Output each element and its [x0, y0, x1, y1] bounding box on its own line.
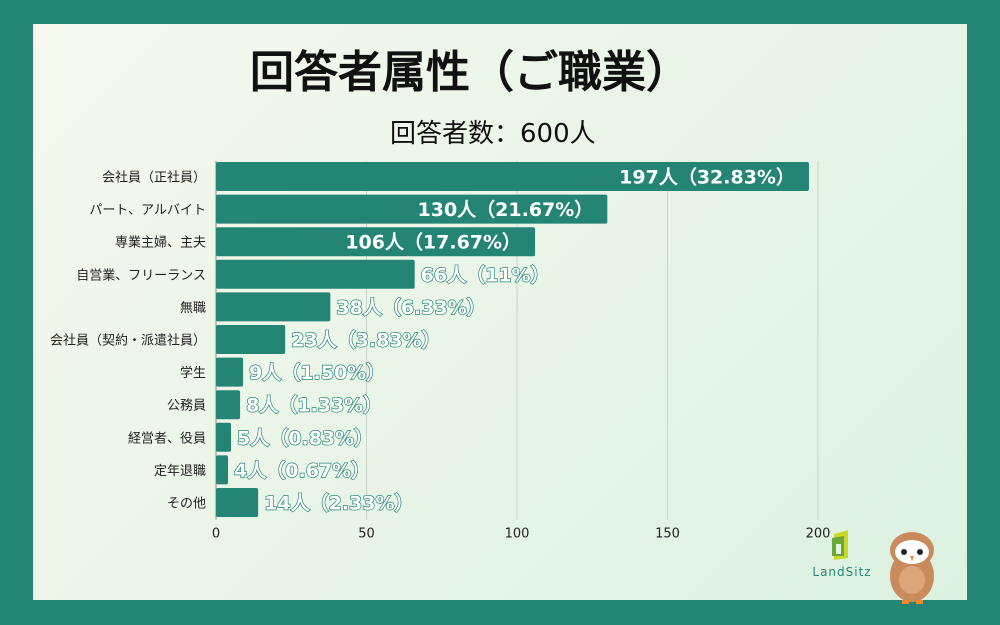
- data-label: 197人（32.83%）: [619, 166, 795, 189]
- data-label: 14人（2.33%）: [264, 492, 413, 515]
- category-label: 経営者、役員: [128, 431, 206, 446]
- bar: [216, 357, 244, 387]
- category-label: 会社員（正社員）: [102, 170, 206, 186]
- category-label: 無職: [180, 301, 206, 316]
- bar: [216, 162, 809, 191]
- chart-title: 回答者属性（ご職業）: [250, 47, 690, 98]
- logo-text: LandSitz: [812, 565, 872, 579]
- category-label: 会社員（契約・派遣社員）: [50, 333, 206, 349]
- house-logo-icon: [832, 530, 848, 560]
- category-label: 自営業、フリーランス: [76, 267, 206, 283]
- x-tick-label: 200: [806, 527, 831, 542]
- chart-subtitle: 回答者数：600人: [390, 119, 596, 149]
- data-label: 106人（17.67%）: [345, 231, 521, 254]
- x-tick-label: 150: [655, 527, 680, 542]
- data-label: 5人（0.83%）: [237, 426, 373, 449]
- bar: [216, 292, 331, 322]
- bar: [216, 194, 608, 224]
- x-tick-label: 100: [505, 527, 530, 542]
- chart-panel: [33, 24, 967, 600]
- bar: [216, 227, 536, 257]
- owl-mascot-icon: [890, 532, 934, 604]
- category-label: パート、アルバイト: [89, 203, 206, 218]
- data-label: 38人（6.33%）: [336, 296, 485, 319]
- category-label: 公務員: [167, 399, 206, 414]
- bar: [216, 488, 259, 517]
- category-label: 定年退職: [154, 464, 206, 479]
- data-label: 9人（1.50%）: [249, 361, 385, 384]
- bar: [216, 455, 229, 485]
- x-tick-label: 0: [212, 527, 220, 542]
- landsitz-logo: LandSitz: [812, 528, 872, 579]
- category-label: 学生: [180, 365, 206, 381]
- data-label: 23人（3.83%）: [291, 329, 440, 352]
- data-label: 66人（11%）: [421, 263, 550, 286]
- data-label: 130人（21.67%）: [418, 198, 594, 221]
- data-label: 8人（1.33%）: [246, 394, 382, 417]
- bar: [216, 259, 415, 289]
- category-label: その他: [167, 497, 206, 512]
- bar: [216, 422, 232, 452]
- category-label: 専業主婦、主夫: [115, 235, 206, 251]
- data-label: 4人（0.67%）: [234, 459, 370, 482]
- bar: [216, 390, 241, 420]
- x-tick-label: 50: [358, 527, 375, 542]
- bar: [216, 325, 286, 354]
